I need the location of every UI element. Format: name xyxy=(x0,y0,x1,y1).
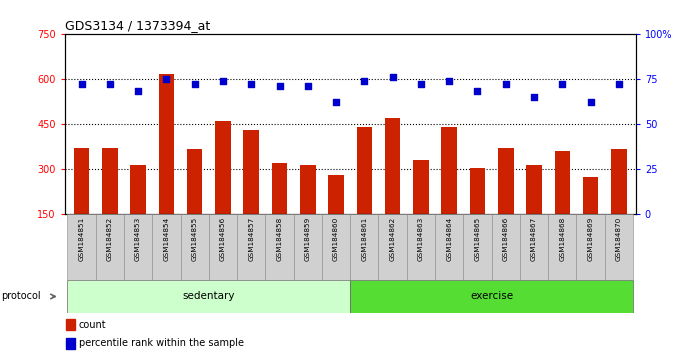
Bar xyxy=(67,280,350,313)
Text: GSM184857: GSM184857 xyxy=(248,217,254,261)
Text: sedentary: sedentary xyxy=(182,291,235,302)
Bar xyxy=(124,214,152,280)
Bar xyxy=(187,149,203,214)
Text: GSM184856: GSM184856 xyxy=(220,217,226,261)
Bar xyxy=(152,214,180,280)
Point xyxy=(557,81,568,87)
Text: GSM184855: GSM184855 xyxy=(192,217,198,261)
Text: GSM184851: GSM184851 xyxy=(79,217,84,261)
Bar xyxy=(215,121,231,214)
Bar xyxy=(407,214,435,280)
Text: GSM184862: GSM184862 xyxy=(390,217,396,261)
Text: GSM184864: GSM184864 xyxy=(446,217,452,261)
Bar xyxy=(294,214,322,280)
Bar xyxy=(611,149,626,214)
Point xyxy=(189,81,200,87)
Text: GSM184852: GSM184852 xyxy=(107,217,113,261)
Text: GSM184861: GSM184861 xyxy=(361,217,367,261)
Text: GSM184870: GSM184870 xyxy=(616,217,622,261)
Bar xyxy=(265,214,294,280)
Bar xyxy=(498,148,513,214)
Bar xyxy=(272,163,287,214)
Point xyxy=(161,76,172,81)
Bar xyxy=(605,214,633,280)
Bar xyxy=(131,165,146,214)
Bar xyxy=(554,151,570,214)
Point xyxy=(218,78,228,84)
Text: count: count xyxy=(79,320,107,330)
Text: GSM184866: GSM184866 xyxy=(503,217,509,261)
Bar xyxy=(300,165,316,214)
Point xyxy=(133,88,143,94)
Bar xyxy=(180,214,209,280)
Bar xyxy=(463,214,492,280)
Bar xyxy=(520,214,548,280)
Point xyxy=(105,81,116,87)
Bar xyxy=(96,214,124,280)
Bar xyxy=(435,214,463,280)
Bar xyxy=(379,214,407,280)
Bar xyxy=(322,214,350,280)
Bar xyxy=(243,130,259,214)
Point xyxy=(330,99,341,105)
Bar xyxy=(470,167,486,214)
Point xyxy=(245,81,256,87)
Bar xyxy=(350,280,633,313)
Point xyxy=(528,94,539,99)
Bar xyxy=(328,175,344,214)
Text: exercise: exercise xyxy=(470,291,513,302)
Point xyxy=(387,74,398,80)
Bar xyxy=(583,177,598,214)
Bar xyxy=(66,338,75,349)
Text: GSM184868: GSM184868 xyxy=(559,217,565,261)
Point xyxy=(415,81,426,87)
Bar xyxy=(385,118,401,214)
Bar xyxy=(74,148,89,214)
Text: GSM184865: GSM184865 xyxy=(475,217,481,261)
Point xyxy=(76,81,87,87)
Bar xyxy=(526,165,542,214)
Text: GSM184867: GSM184867 xyxy=(531,217,537,261)
Text: percentile rank within the sample: percentile rank within the sample xyxy=(79,338,244,348)
Bar xyxy=(237,214,265,280)
Point xyxy=(585,99,596,105)
Bar xyxy=(548,214,577,280)
Bar xyxy=(492,214,520,280)
Bar xyxy=(158,74,174,214)
Bar xyxy=(441,127,457,214)
Bar xyxy=(413,160,428,214)
Bar xyxy=(67,214,96,280)
Point xyxy=(303,83,313,89)
Text: protocol: protocol xyxy=(1,291,41,302)
Bar xyxy=(66,319,75,330)
Text: GSM184869: GSM184869 xyxy=(588,217,594,261)
Text: GSM184860: GSM184860 xyxy=(333,217,339,261)
Point xyxy=(472,88,483,94)
Bar xyxy=(577,214,605,280)
Point xyxy=(274,83,285,89)
Text: GSM184858: GSM184858 xyxy=(277,217,282,261)
Text: GSM184859: GSM184859 xyxy=(305,217,311,261)
Bar xyxy=(102,148,118,214)
Point xyxy=(359,78,370,84)
Text: GDS3134 / 1373394_at: GDS3134 / 1373394_at xyxy=(65,19,210,33)
Bar xyxy=(356,127,372,214)
Text: GSM184863: GSM184863 xyxy=(418,217,424,261)
Text: GSM184853: GSM184853 xyxy=(135,217,141,261)
Bar xyxy=(350,214,379,280)
Point xyxy=(500,81,511,87)
Point xyxy=(613,81,624,87)
Text: GSM184854: GSM184854 xyxy=(163,217,169,261)
Bar xyxy=(209,214,237,280)
Point xyxy=(444,78,455,84)
